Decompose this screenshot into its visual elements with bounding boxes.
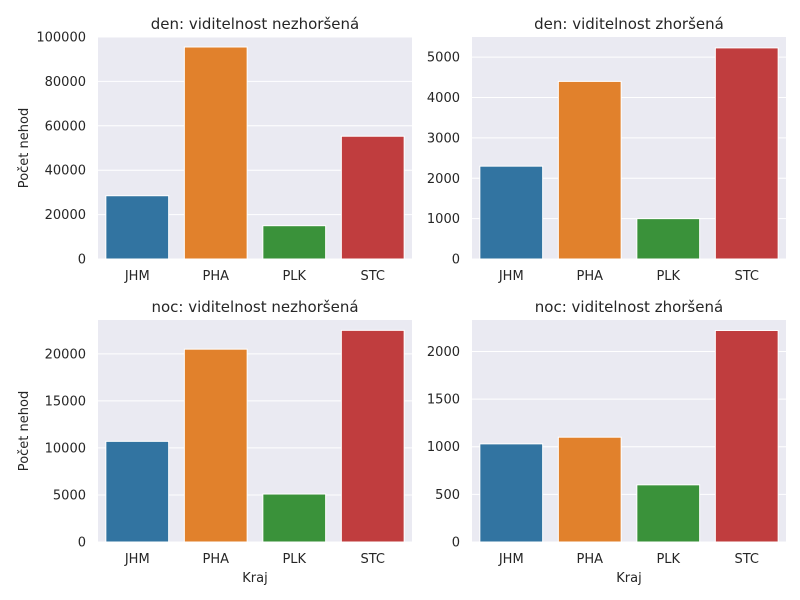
y-tick-label: 0 — [78, 536, 86, 551]
y-tick-label: 5000 — [53, 488, 86, 503]
y-tick-label: 100000 — [36, 31, 86, 46]
y-tick-label: 20000 — [45, 208, 86, 223]
bar-jhm — [479, 443, 544, 543]
bar-pha — [183, 348, 248, 543]
x-tick-label: STC — [360, 552, 385, 567]
y-tick-label: 500 — [435, 488, 460, 503]
x-tick-label: STC — [734, 269, 759, 284]
y-tick-label: 4000 — [427, 91, 460, 106]
x-axis-label: Kraj — [616, 571, 641, 586]
bar-plk — [262, 225, 327, 260]
subplot-title: noc: viditelnost zhoršená — [535, 298, 723, 316]
bar-jhm — [105, 440, 170, 543]
x-axis-label: Kraj — [242, 571, 267, 586]
subplot-2: 0 1000 2000 3000 4000 5000 JHM PHA PLK STC den: vi… — [427, 15, 786, 284]
subplot-title: noc: viditelnost nezhoršená — [151, 298, 358, 316]
bar-stc — [340, 329, 405, 543]
y-tick-label: 0 — [452, 253, 460, 268]
y-tick-label: 1500 — [427, 393, 460, 408]
x-tick-label: PLK — [282, 552, 306, 567]
bar-plk — [636, 218, 701, 260]
y-tick-label: 3000 — [427, 131, 460, 146]
y-tick-label: 10000 — [45, 441, 86, 456]
x-tick-label: PHA — [202, 552, 229, 567]
subplot-4: 0 500 1000 1500 2000 JHM PHA PLK STC noc: viditel… — [427, 298, 786, 586]
x-tick-label: PLK — [282, 269, 306, 284]
subplot-1: 0 20000 40000 60000 80000 100000 JHM PHA PLK STC d… — [17, 15, 412, 284]
x-tick-label: PLK — [656, 269, 680, 284]
bar-plk — [636, 484, 701, 543]
bar-stc — [714, 47, 779, 260]
x-tick-label: PHA — [202, 269, 229, 284]
x-tick-label: STC — [734, 552, 759, 567]
y-tick-label: 15000 — [45, 394, 86, 409]
subplot-title: den: viditelnost zhoršená — [534, 15, 724, 33]
x-tick-label: JHM — [498, 269, 524, 284]
y-tick-label: 2000 — [427, 345, 460, 360]
subplot-title: den: viditelnost nezhoršená — [151, 15, 359, 33]
bar-stc — [714, 329, 779, 543]
y-tick-label: 20000 — [45, 347, 86, 362]
y-axis-label: Počet nehod — [17, 108, 32, 188]
bar-pha — [183, 46, 248, 260]
subplot-3: 0 5000 10000 15000 20000 JHM PHA PLK STC noc: vid… — [17, 298, 412, 586]
y-tick-label: 1000 — [427, 440, 460, 455]
y-tick-label: 80000 — [45, 75, 86, 90]
y-tick-label: 40000 — [45, 164, 86, 179]
x-tick-label: PHA — [576, 552, 603, 567]
y-axis-label: Počet nehod — [17, 391, 32, 471]
y-tick-label: 5000 — [427, 51, 460, 66]
bar-plk — [262, 493, 327, 543]
y-tick-label: 60000 — [45, 119, 86, 134]
y-tick-label: 1000 — [427, 212, 460, 227]
y-tick-label: 0 — [78, 253, 86, 268]
x-tick-label: JHM — [124, 552, 150, 567]
bar-stc — [340, 135, 405, 260]
x-tick-label: JHM — [124, 269, 150, 284]
x-tick-label: PLK — [656, 552, 680, 567]
bar-pha — [557, 436, 622, 543]
x-tick-label: JHM — [498, 552, 524, 567]
x-tick-label: STC — [360, 269, 385, 284]
bar-jhm — [479, 165, 544, 260]
y-tick-label: 2000 — [427, 172, 460, 187]
bar-jhm — [105, 195, 170, 260]
y-tick-label: 0 — [452, 536, 460, 551]
bar-pha — [557, 80, 622, 260]
x-tick-label: PHA — [576, 269, 603, 284]
